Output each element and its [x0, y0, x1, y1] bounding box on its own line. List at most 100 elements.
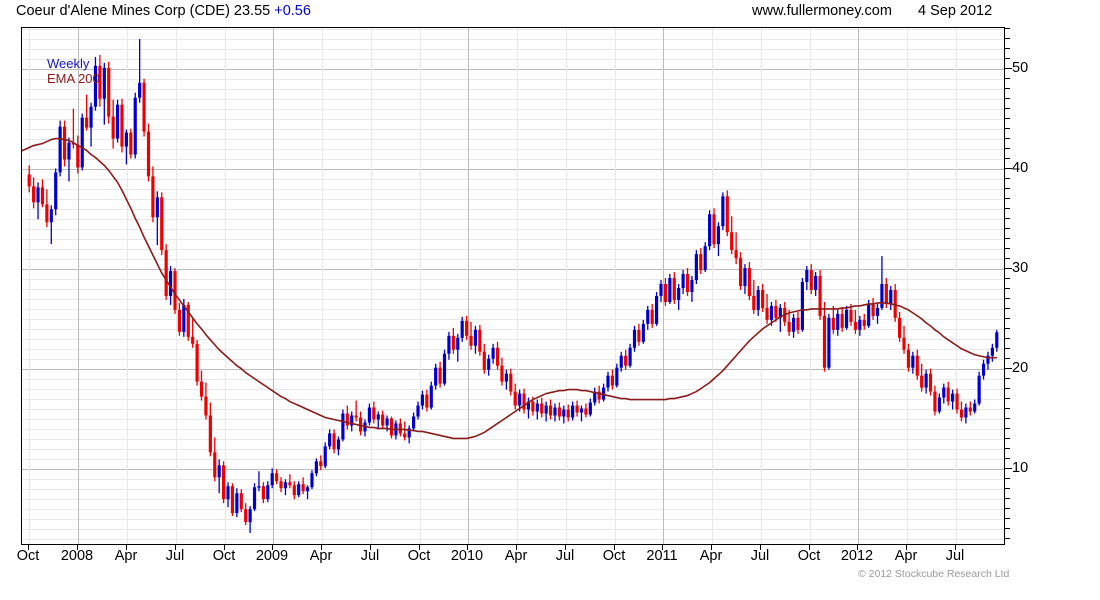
x-axis-tick [28, 545, 29, 550]
y-axis-tick [1005, 48, 1010, 49]
y-axis-tick [1005, 388, 1010, 389]
x-axis-label: Oct [602, 548, 626, 564]
x-axis-label: Apr [699, 548, 723, 564]
gridline-h [22, 499, 1004, 500]
gridline-h [22, 229, 1004, 230]
gridline-v [468, 28, 469, 544]
gridline-h [22, 39, 1004, 40]
y-axis-tick [1005, 378, 1010, 379]
gridline-v [761, 28, 762, 544]
y-axis-tick [1005, 268, 1012, 269]
gridline-h [22, 109, 1004, 110]
x-axis-tick [662, 545, 663, 550]
y-axis-label: 30 [1012, 260, 1029, 276]
gridline-h [22, 519, 1004, 520]
gridline-h [22, 479, 1004, 480]
x-axis-label: 2008 [60, 548, 94, 564]
y-axis-tick [1005, 528, 1010, 529]
y-axis-tick [1005, 368, 1012, 369]
y-axis-tick [1005, 248, 1010, 249]
x-axis-tick [126, 545, 127, 550]
x-axis-tick [272, 545, 273, 550]
gridline-h [22, 319, 1004, 320]
ema-200-line [22, 137, 997, 440]
gridline-v [566, 28, 567, 544]
y-axis-tick [1005, 138, 1010, 139]
gridline-h [22, 399, 1004, 400]
x-axis-label: Apr [894, 548, 918, 564]
y-axis-tick [1005, 408, 1010, 409]
gridline-h [22, 329, 1004, 330]
gridline-v [615, 28, 616, 544]
gridline-h [22, 259, 1004, 260]
gridline-h [22, 539, 1004, 540]
gridline-h [22, 439, 1004, 440]
instrument-title: Coeur d'Alene Mines Corp (CDE) 23.55 [16, 3, 271, 19]
x-axis-label: Oct [212, 548, 236, 564]
y-axis-tick [1005, 108, 1010, 109]
gridline-v [371, 28, 372, 544]
gridline-h [22, 389, 1004, 390]
y-axis-tick [1005, 298, 1010, 299]
y-axis-tick [1005, 308, 1010, 309]
gridline-h [22, 379, 1004, 380]
x-axis-tick [321, 545, 322, 550]
gridline-v [858, 28, 859, 544]
y-axis-tick [1005, 228, 1010, 229]
y-axis-tick [1005, 448, 1010, 449]
y-axis-tick [1005, 168, 1012, 169]
y-axis-tick [1005, 218, 1010, 219]
y-axis-tick [1005, 148, 1010, 149]
y-axis-tick [1005, 488, 1010, 489]
gridline-v [956, 28, 957, 544]
y-axis-tick [1005, 198, 1010, 199]
gridline-h [22, 219, 1004, 220]
y-axis-label: 20 [1012, 360, 1029, 376]
gridline-v [225, 28, 226, 544]
gridline-v [273, 28, 274, 544]
x-axis-tick [711, 545, 712, 550]
y-axis-tick [1005, 158, 1010, 159]
source-website: www.fullermoney.com [752, 3, 892, 19]
y-axis-tick [1005, 418, 1010, 419]
gridline-h [22, 509, 1004, 510]
x-axis-tick [565, 545, 566, 550]
gridline-h [22, 159, 1004, 160]
x-axis-tick [906, 545, 907, 550]
gridline-h [22, 449, 1004, 450]
x-axis-label: 2010 [450, 548, 484, 564]
gridline-h [22, 189, 1004, 190]
gridline-h [22, 29, 1004, 30]
y-axis-tick [1005, 518, 1010, 519]
gridline-v [78, 28, 79, 544]
x-axis-label: 2011 [646, 548, 678, 564]
y-axis-tick [1005, 468, 1012, 469]
gridline-h [22, 369, 1004, 370]
y-axis-tick [1005, 338, 1010, 339]
gridline-h [22, 169, 1004, 170]
y-axis-tick [1005, 318, 1010, 319]
y-axis-tick [1005, 68, 1012, 69]
y-axis-tick [1005, 478, 1010, 479]
gridline-h [22, 419, 1004, 420]
gridline-h [22, 489, 1004, 490]
x-axis-label: Jul [945, 548, 965, 564]
chart-canvas [22, 38, 999, 534]
page-title: Coeur d'Alene Mines Corp (CDE) 23.55 +0.… [16, 3, 311, 23]
gridline-h [22, 119, 1004, 120]
y-axis-tick [1005, 118, 1010, 119]
x-axis-tick [370, 545, 371, 550]
y-axis-tick [1005, 328, 1010, 329]
y-axis-tick [1005, 188, 1010, 189]
gridline-v [322, 28, 323, 544]
y-axis-tick [1005, 508, 1010, 509]
x-axis-tick [955, 545, 956, 550]
y-axis-label: 50 [1012, 60, 1029, 76]
gridline-h [22, 149, 1004, 150]
gridline-h [22, 99, 1004, 100]
x-axis-label: 2012 [840, 548, 874, 564]
gridline-h [22, 139, 1004, 140]
y-axis-tick [1005, 258, 1010, 259]
x-axis-label: Jul [360, 548, 380, 564]
